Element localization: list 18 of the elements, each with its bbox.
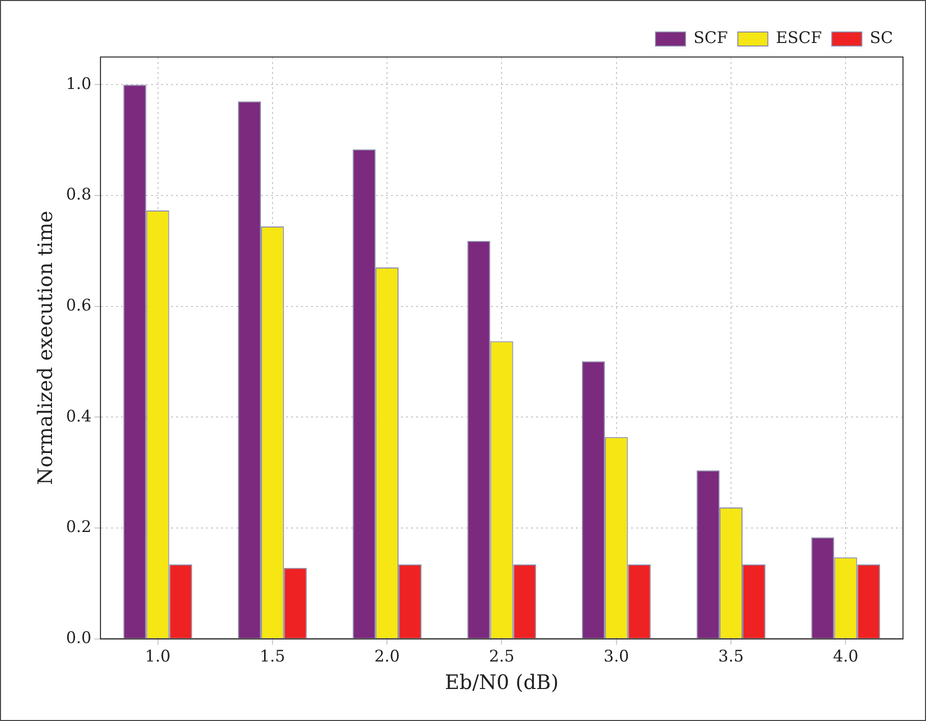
y-tick-label: 0.0: [66, 628, 92, 647]
x-tick-label: 2.0: [374, 646, 400, 666]
y-tick-label: 0.8: [66, 184, 92, 204]
legend-label: SC: [870, 28, 893, 48]
y-tick-label: 0.2: [66, 517, 92, 536]
y-tick-label: 0.6: [66, 296, 92, 314]
x-tick-label: 3.5: [718, 646, 744, 666]
x-tick-label: 4.0: [832, 646, 858, 666]
x-tick-label: 1.0: [145, 646, 170, 666]
legend-label: ESCF: [776, 28, 822, 48]
x-tick-label: 2.5: [488, 646, 514, 666]
y-axis-title: Normalized execution time: [33, 210, 58, 486]
x-tick-label: 1.5: [260, 646, 286, 666]
x-axis-title: Eb/N0 (dB): [444, 670, 559, 694]
legend-label: SCF: [694, 28, 728, 48]
y-tick-label: 1.0: [66, 74, 92, 93]
x-tick-label: 3.0: [604, 646, 630, 666]
y-tick-label: 0.4: [66, 406, 92, 426]
